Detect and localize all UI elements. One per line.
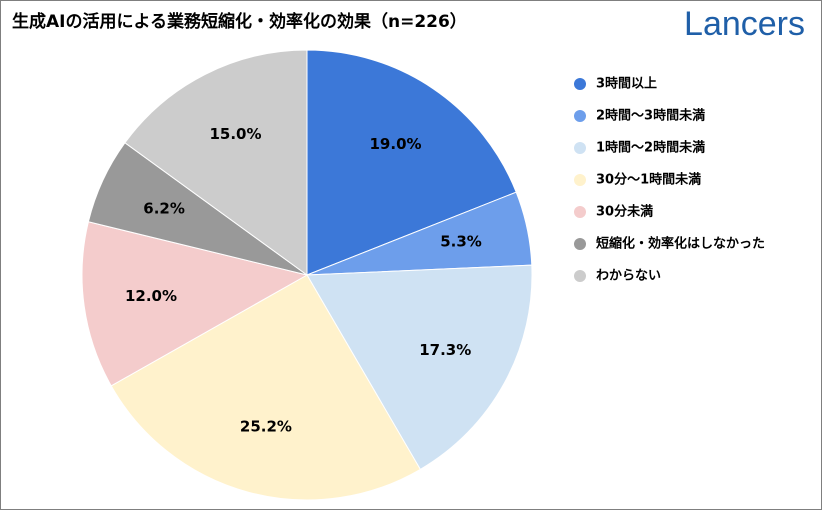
legend-marker <box>574 174 586 186</box>
legend-marker <box>574 142 586 154</box>
pie-slice <box>306 49 517 276</box>
logo: Lancers <box>684 5 805 43</box>
legend-label: 30分未満 <box>596 204 653 220</box>
pie-slice <box>81 221 309 387</box>
data-label: 15.0% <box>209 125 261 143</box>
legend-label: 3時間以上 <box>596 76 657 92</box>
chart-title: 生成AIの活用による業務短縮化・効率化の効果（n=226） <box>12 11 467 32</box>
legend-label: 短縮化・効率化はしなかった <box>596 236 765 252</box>
legend-marker <box>574 78 586 90</box>
data-label: 25.2% <box>240 418 292 436</box>
legend-marker <box>574 270 586 282</box>
pie-slice <box>306 264 533 471</box>
legend-label: 1時間〜2時間未満 <box>596 140 705 156</box>
pie-slice <box>110 274 421 501</box>
legend-label: 2時間〜3時間未満 <box>596 108 705 124</box>
legend-marker <box>574 206 586 218</box>
legend-label: わからない <box>596 269 661 284</box>
legend-marker <box>574 238 586 250</box>
data-label: 12.0% <box>125 287 177 305</box>
data-label: 17.3% <box>419 341 471 359</box>
data-label: 6.2% <box>143 199 185 217</box>
pie-slice <box>124 49 308 276</box>
legend-marker <box>574 110 586 122</box>
legend-label: 30分〜1時間未満 <box>596 172 701 188</box>
data-label: 5.3% <box>440 233 482 251</box>
data-label: 19.0% <box>370 135 422 153</box>
